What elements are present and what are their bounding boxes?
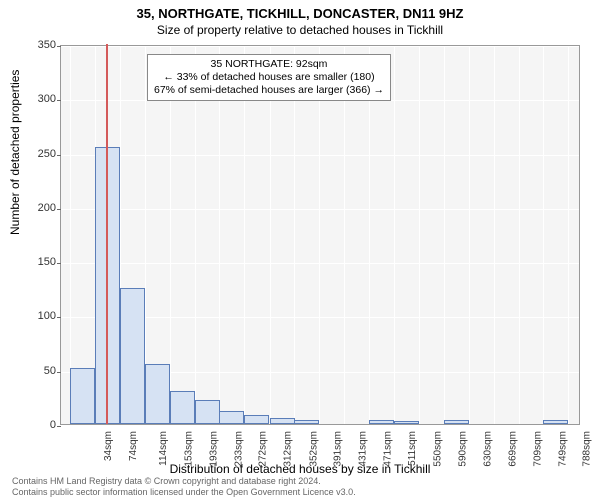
x-tick-label: 114sqm	[158, 431, 169, 466]
histogram-bar	[444, 420, 469, 424]
x-tick-label: 471sqm	[383, 431, 394, 467]
x-tick-label: 550sqm	[432, 431, 443, 467]
histogram-bar	[394, 421, 419, 424]
grid-line-v	[344, 46, 345, 424]
y-tick-label: 0	[16, 419, 56, 431]
x-tick-label: 511sqm	[407, 431, 418, 466]
x-tick-label: 749sqm	[557, 431, 568, 467]
y-tick-label: 300	[16, 93, 56, 105]
x-tick-label: 272sqm	[258, 431, 269, 467]
y-tick-mark	[57, 426, 61, 427]
annotation-line: 35 NORTHGATE: 92sqm	[154, 58, 384, 71]
histogram-bar	[270, 418, 295, 425]
y-tick-mark	[57, 372, 61, 373]
y-tick-mark	[57, 100, 61, 101]
y-tick-mark	[57, 155, 61, 156]
histogram-bar	[294, 420, 319, 424]
x-tick-label: 590sqm	[458, 431, 469, 467]
grid-line-v	[469, 46, 470, 424]
y-tick-mark	[57, 46, 61, 47]
x-tick-label: 352sqm	[308, 431, 319, 467]
grid-line-v	[543, 46, 544, 424]
histogram-bar	[369, 420, 394, 424]
histogram-bar	[70, 368, 95, 424]
grid-line-v	[444, 46, 445, 424]
x-tick-label: 153sqm	[183, 431, 194, 467]
y-tick-label: 100	[16, 310, 56, 322]
footer-attribution: Contains HM Land Registry data © Crown c…	[12, 476, 356, 498]
histogram-bar	[145, 364, 170, 424]
histogram-bar	[543, 420, 568, 424]
chart-title-main: 35, NORTHGATE, TICKHILL, DONCASTER, DN11…	[0, 0, 600, 21]
histogram-bar	[170, 391, 195, 424]
marker-line	[106, 44, 108, 424]
histogram-bar	[120, 288, 145, 424]
grid-line-v	[519, 46, 520, 424]
grid-line-v	[170, 46, 171, 424]
annotation-box: 35 NORTHGATE: 92sqm← 33% of detached hou…	[147, 54, 391, 101]
y-tick-mark	[57, 263, 61, 264]
y-tick-label: 350	[16, 39, 56, 51]
chart-title-sub: Size of property relative to detached ho…	[0, 21, 600, 37]
footer-line2: Contains public sector information licen…	[12, 487, 356, 498]
grid-line-v	[369, 46, 370, 424]
x-tick-label: 74sqm	[128, 431, 139, 461]
chart-container: 35, NORTHGATE, TICKHILL, DONCASTER, DN11…	[0, 0, 600, 500]
y-tick-label: 150	[16, 256, 56, 268]
plot-area: 35 NORTHGATE: 92sqm← 33% of detached hou…	[60, 45, 580, 425]
y-tick-label: 250	[16, 148, 56, 160]
x-tick-label: 630sqm	[483, 431, 494, 467]
grid-line-v	[195, 46, 196, 424]
x-tick-label: 669sqm	[507, 431, 518, 467]
grid-line-v	[270, 46, 271, 424]
grid-line-v	[494, 46, 495, 424]
y-tick-label: 50	[16, 365, 56, 377]
grid-line-h	[61, 426, 579, 427]
annotation-line: 67% of semi-detached houses are larger (…	[154, 84, 384, 97]
y-tick-label: 200	[16, 202, 56, 214]
x-tick-label: 391sqm	[333, 431, 344, 467]
grid-line-v	[244, 46, 245, 424]
x-tick-label: 193sqm	[208, 431, 219, 467]
grid-line-v	[294, 46, 295, 424]
x-tick-label: 431sqm	[358, 431, 369, 467]
x-tick-label: 233sqm	[233, 431, 244, 467]
x-tick-label: 312sqm	[283, 431, 294, 467]
grid-line-v	[419, 46, 420, 424]
annotation-line: ← 33% of detached houses are smaller (18…	[154, 71, 384, 84]
histogram-bar	[219, 411, 244, 424]
footer-line1: Contains HM Land Registry data © Crown c…	[12, 476, 356, 487]
x-tick-label: 34sqm	[103, 431, 114, 461]
histogram-bar	[195, 400, 220, 424]
y-tick-mark	[57, 317, 61, 318]
grid-line-v	[568, 46, 569, 424]
histogram-bar	[244, 415, 269, 424]
grid-line-v	[219, 46, 220, 424]
y-tick-mark	[57, 209, 61, 210]
grid-line-v	[319, 46, 320, 424]
x-tick-label: 788sqm	[582, 431, 593, 467]
grid-line-v	[394, 46, 395, 424]
x-tick-label: 709sqm	[532, 431, 543, 467]
